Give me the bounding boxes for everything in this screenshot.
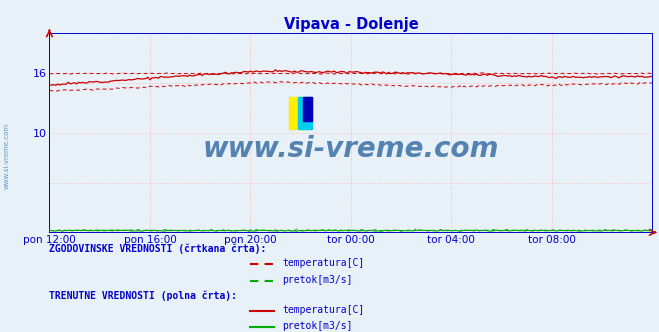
FancyBboxPatch shape [302,97,312,121]
FancyBboxPatch shape [289,97,310,129]
FancyBboxPatch shape [299,97,312,129]
Text: temperatura[C]: temperatura[C] [282,305,364,315]
Text: www.si-vreme.com: www.si-vreme.com [3,123,10,189]
Text: TRENUTNE VREDNOSTI (polna črta):: TRENUTNE VREDNOSTI (polna črta): [49,290,237,301]
Text: pretok[m3/s]: pretok[m3/s] [282,275,353,285]
Text: temperatura[C]: temperatura[C] [282,258,364,268]
Title: Vipava - Dolenje: Vipava - Dolenje [283,17,418,32]
Text: pretok[m3/s]: pretok[m3/s] [282,321,353,331]
Text: ZGODOVINSKE VREDNOSTI (črtkana črta):: ZGODOVINSKE VREDNOSTI (črtkana črta): [49,244,267,254]
Text: www.si-vreme.com: www.si-vreme.com [203,135,499,163]
